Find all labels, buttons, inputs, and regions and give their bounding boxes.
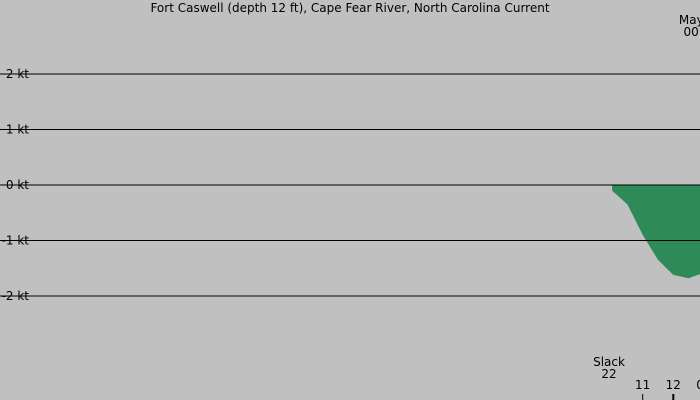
event-time-label: 22 xyxy=(601,367,616,381)
peak-annotations: May 1800:54May 1807:56May 1813:17May 182… xyxy=(679,13,700,39)
gridlines xyxy=(0,73,700,297)
hour-tick-label: 12 xyxy=(666,378,681,392)
ebb-current-area xyxy=(612,185,700,279)
peak-time-label: 00:54 xyxy=(684,25,700,39)
peak-date-label: May 18 xyxy=(679,13,700,27)
y-tick-label: 1 kt xyxy=(6,123,29,137)
hour-tick-label: 11 xyxy=(635,378,650,392)
hour-tick-label: 01 xyxy=(696,378,700,392)
y-axis-labels: 2 kt 1 kt 0 kt -1 kt -2 kt xyxy=(2,67,30,303)
event-labels: Slack22Slack05:29Mrise07:24Slack10:38Sla… xyxy=(593,355,625,381)
chart-title: Fort Caswell (depth 12 ft), Cape Fear Ri… xyxy=(150,1,549,15)
y-tick-label: 2 kt xyxy=(6,67,29,81)
x-axis: 1112010203040506070809101112010203040506… xyxy=(635,378,700,400)
y-tick-label: 0 kt xyxy=(6,178,29,192)
y-tick-label: -2 kt xyxy=(2,289,30,303)
event-label: Slack xyxy=(593,355,625,369)
y-tick-label: -1 kt xyxy=(2,234,30,248)
